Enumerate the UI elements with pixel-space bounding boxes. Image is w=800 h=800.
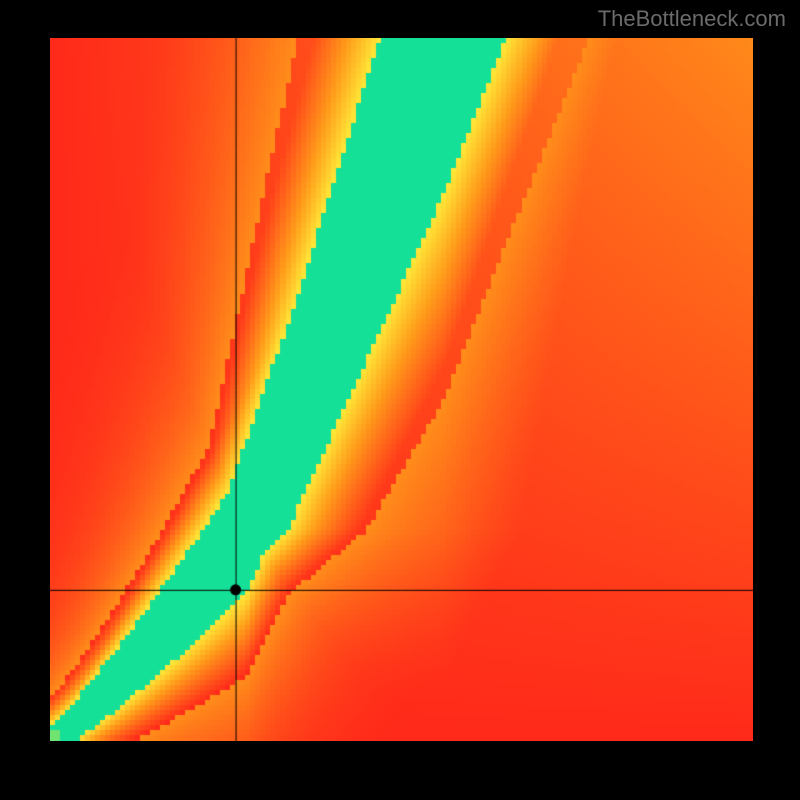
watermark-text: TheBottleneck.com	[598, 6, 786, 32]
heatmap-plot	[50, 38, 753, 741]
